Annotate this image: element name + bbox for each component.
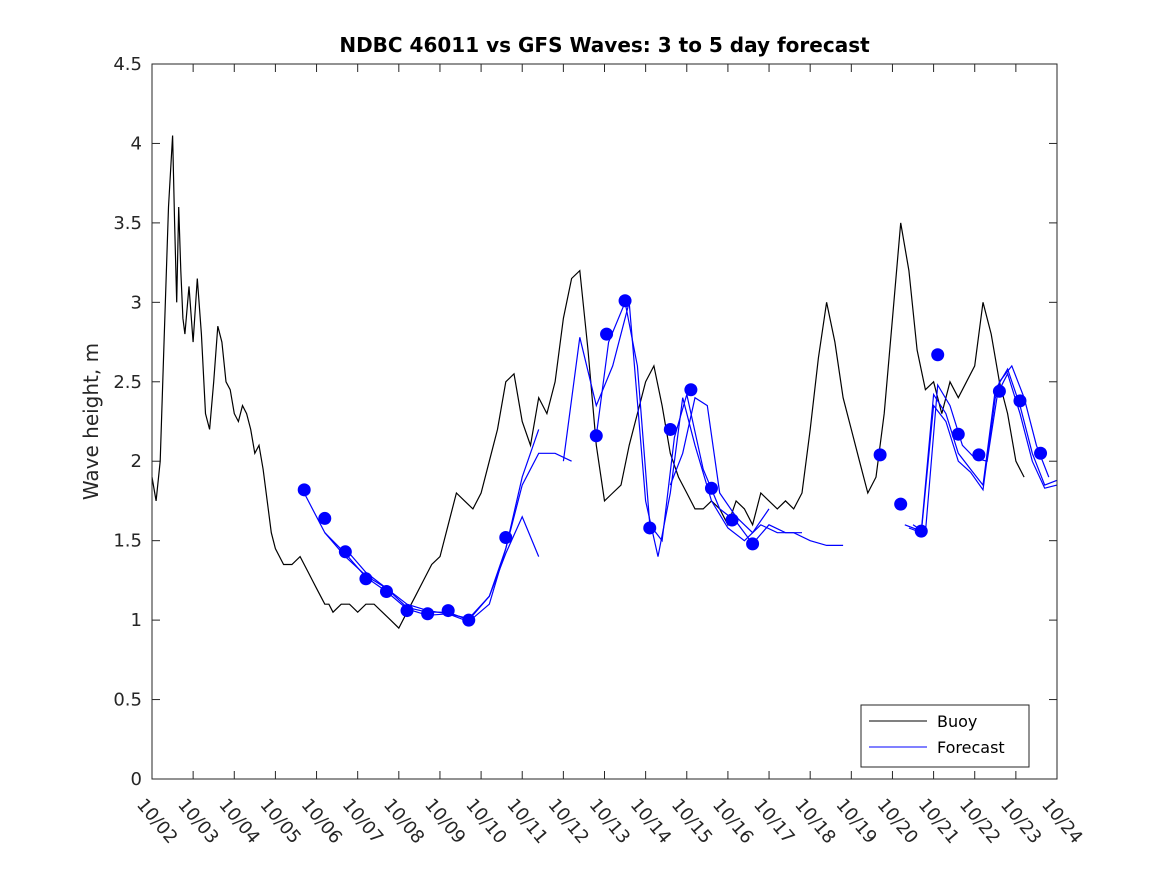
forecast-point [1013,394,1027,408]
forecast-point [462,613,476,627]
x-tick-label: 10/12 [544,795,593,848]
forecast-point [421,607,435,621]
forecast-point [951,427,965,441]
forecast-point [684,383,698,397]
y-tick-label: 1 [131,610,142,631]
x-tick-label: 10/02 [132,795,181,848]
plot-area [152,64,1057,779]
forecast-point [914,524,928,538]
forecast-point [338,545,352,559]
forecast-point [873,448,887,462]
y-tick-label: 4.5 [113,54,142,75]
forecast-point [725,513,739,527]
x-tick-label: 10/03 [173,795,222,848]
x-tick-label: 10/23 [996,795,1045,848]
y-tick-label: 2 [131,451,142,472]
y-tick-label: 3.5 [113,213,142,234]
series-forecast-line [904,367,1058,532]
forecast-point [1034,446,1048,460]
series-layer [151,135,1025,630]
forecast-point [704,481,718,495]
forecast-point [618,294,632,308]
forecast-point [643,521,657,535]
x-tick-label: 10/19 [831,795,880,848]
plot-frame [151,63,1058,780]
x-tick-label: 10/13 [585,795,634,848]
chart-title: NDBC 46011 vs GFS Waves: 3 to 5 day fore… [339,33,870,57]
x-tick-label: 10/17 [749,795,798,848]
forecast-markers [297,294,1048,627]
y-tick-label: 1.5 [113,531,142,552]
x-tick-label: 10/08 [379,795,428,848]
x-tick-label: 10/21 [914,795,963,848]
x-tick-label: 10/06 [297,795,346,848]
y-tick-label: 0 [131,769,142,790]
x-tick-label: 10/05 [256,795,305,848]
forecast-point [589,429,603,443]
x-tick-label: 10/04 [214,795,263,848]
forecast-point [441,604,455,618]
forecast-point [663,422,677,436]
series-forecast-line [908,372,1058,534]
x-tick-label: 10/15 [667,795,716,848]
legend-box [860,704,1030,768]
forecast-point [600,327,614,341]
series-forecast-line [669,396,770,534]
forecast-point [318,511,332,525]
x-tick-label: 10/18 [790,795,839,848]
y-axis-label: Wave height, m [79,343,103,500]
x-tick-label: 10/20 [873,795,922,848]
x-tick-label: 10/07 [338,795,387,848]
x-tick-label: 10/11 [502,795,551,848]
y-tick-label: 0.5 [113,690,142,711]
legend: Buoy Forecast [860,704,1030,768]
y-tick-label: 2.5 [113,372,142,393]
forecast-point [746,537,760,551]
series-buoy-line [151,135,1025,630]
x-tick-label: 10/22 [955,795,1004,848]
x-tick-label: 10/10 [461,795,510,848]
forecast-point [931,348,945,362]
forecast-point [972,448,986,462]
x-tick-label: 10/16 [708,795,757,848]
legend-label-buoy: Buoy [937,712,977,731]
x-tick-label: 10/24 [1037,795,1086,848]
legend-label-forecast: Forecast [937,738,1005,757]
forecast-point [359,572,373,586]
forecast-point [379,585,393,599]
forecast-point [499,530,513,544]
y-tick-label: 4 [131,133,142,154]
x-tick-label: 10/09 [420,795,469,848]
y-tick-label: 3 [131,292,142,313]
forecast-point [894,497,908,511]
forecast-point [400,604,414,618]
x-tick-label: 10/14 [626,795,675,848]
forecast-point [992,384,1006,398]
forecast-point [297,483,311,497]
